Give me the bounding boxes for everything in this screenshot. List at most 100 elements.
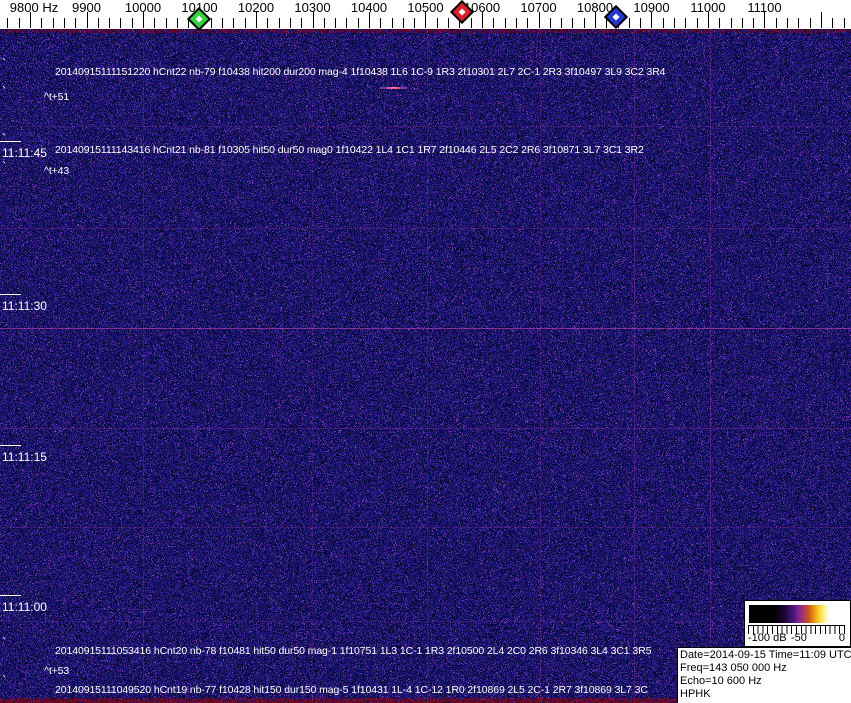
freq-label: 10300 xyxy=(294,0,330,15)
colorbar: -100 dB -50 0 xyxy=(744,600,851,647)
freq-label: 10900 xyxy=(633,0,669,15)
freq-tick xyxy=(279,18,280,28)
freq-tick xyxy=(53,18,54,28)
freq-tick xyxy=(154,18,155,28)
freq-tick xyxy=(527,18,528,28)
freq-tick xyxy=(245,18,246,28)
freq-tick xyxy=(731,18,732,28)
freq-tick xyxy=(685,18,686,28)
freq-tick xyxy=(448,18,449,28)
freq-tick xyxy=(222,18,223,28)
freq-tick xyxy=(120,18,121,28)
freq-tick xyxy=(98,18,99,28)
detection-text: 20140915111151220 hCnt22 nb-79 f10438 hi… xyxy=(55,66,665,78)
freq-tick xyxy=(550,18,551,28)
info-echo: Echo=10 600 Hz xyxy=(680,675,851,688)
freq-label: 10400 xyxy=(351,0,387,15)
freq-tick xyxy=(471,18,472,28)
time-label: 11:11:30 xyxy=(2,299,47,313)
edge-tick-mark: ` xyxy=(1,636,8,650)
freq-tick xyxy=(290,18,291,28)
freq-tick xyxy=(437,18,438,28)
freq-tick xyxy=(414,18,415,28)
time-label: 11:11:15 xyxy=(2,450,47,464)
freq-tick xyxy=(346,18,347,28)
freq-tick xyxy=(629,18,630,28)
freq-tick xyxy=(493,18,494,28)
freq-label: 9900 xyxy=(72,0,101,15)
freq-tick xyxy=(380,18,381,28)
freq-label: 10000 xyxy=(125,0,161,15)
freq-tick xyxy=(41,18,42,28)
freq-tick xyxy=(753,18,754,28)
freq-tick xyxy=(776,18,777,28)
detection-tag: ^t+51 xyxy=(44,91,69,103)
freq-tick xyxy=(211,18,212,28)
freq-tick xyxy=(719,18,720,28)
freq-tick xyxy=(109,18,110,28)
freq-tick xyxy=(177,18,178,28)
info-station-id: HPHK xyxy=(680,688,851,701)
freq-tick xyxy=(742,18,743,28)
spectrogram-window: 11:11:45 11:11:30 11:11:15 11:11:00 20140915… xyxy=(0,0,851,703)
info-frequency: Freq=143 050 000 Hz xyxy=(680,662,851,675)
freq-tick xyxy=(561,18,562,28)
edge-tick-mark: ` xyxy=(1,674,8,688)
colorbar-gradient xyxy=(749,605,843,623)
freq-tick xyxy=(335,18,336,28)
freq-label: 10500 xyxy=(407,0,443,15)
freq-tick xyxy=(403,18,404,28)
freq-tick xyxy=(324,18,325,28)
freq-tick xyxy=(787,18,788,28)
freq-tick xyxy=(19,18,20,28)
freq-tick xyxy=(798,18,799,28)
detection-text: 20140915111053416 hCnt20 nb-78 f10481 hi… xyxy=(55,645,651,657)
freq-tick xyxy=(505,18,506,28)
freq-tick xyxy=(640,18,641,28)
colorbar-min-label: -100 dB xyxy=(748,632,787,644)
info-date-time: Date=2014-09-15 Time=11:09 UTC xyxy=(680,649,851,662)
edge-tick-mark: ` xyxy=(1,57,8,71)
freq-tick xyxy=(392,18,393,28)
colorbar-mid-label: -50 xyxy=(791,632,807,644)
edge-tick-mark: ` xyxy=(1,132,8,146)
freq-tick xyxy=(267,18,268,28)
freq-tick xyxy=(844,18,845,28)
time-tick xyxy=(0,294,21,295)
freq-label: 11100 xyxy=(747,0,781,15)
edge-tick-mark: ` xyxy=(1,160,8,174)
detection-tag: ^t+43 xyxy=(44,165,69,177)
time-label: 11:11:00 xyxy=(2,600,47,614)
freq-tick xyxy=(674,18,675,28)
freq-tick xyxy=(7,18,8,28)
freq-tick xyxy=(697,18,698,28)
freq-tick xyxy=(132,18,133,28)
freq-tick xyxy=(64,18,65,28)
time-tick xyxy=(0,595,21,596)
freq-label: 11000 xyxy=(690,0,725,15)
freq-tick xyxy=(75,18,76,28)
freq-tick xyxy=(663,18,664,28)
freq-tick xyxy=(584,18,585,28)
time-tick xyxy=(0,445,21,446)
freq-tick xyxy=(810,18,811,28)
spectrogram-overlay: 11:11:45 11:11:30 11:11:15 11:11:00 20140915… xyxy=(0,0,851,703)
freq-tick xyxy=(572,18,573,28)
detection-tag: ^t+53 xyxy=(44,665,69,677)
edge-tick-mark: ` xyxy=(1,85,8,99)
freq-tick xyxy=(821,12,822,28)
freq-tick xyxy=(301,18,302,28)
freq-tick xyxy=(166,18,167,28)
freq-label: 9800 Hz xyxy=(10,0,58,15)
time-label: 11:11:45 xyxy=(2,146,47,160)
freq-tick xyxy=(516,18,517,28)
freq-tick xyxy=(233,18,234,28)
colorbar-max-label: 0 xyxy=(839,632,845,644)
frequency-ruler: 9800 Hz990010000101001020010300104001050… xyxy=(0,0,851,29)
freq-tick xyxy=(832,18,833,28)
freq-label: 10700 xyxy=(520,0,556,15)
freq-label: 10200 xyxy=(238,0,274,15)
freq-tick xyxy=(358,18,359,28)
detection-text: 20140915111049520 hCnt19 nb-77 f10428 hi… xyxy=(55,684,648,696)
info-box: Date=2014-09-15 Time=11:09 UTC Freq=143 … xyxy=(677,647,851,703)
